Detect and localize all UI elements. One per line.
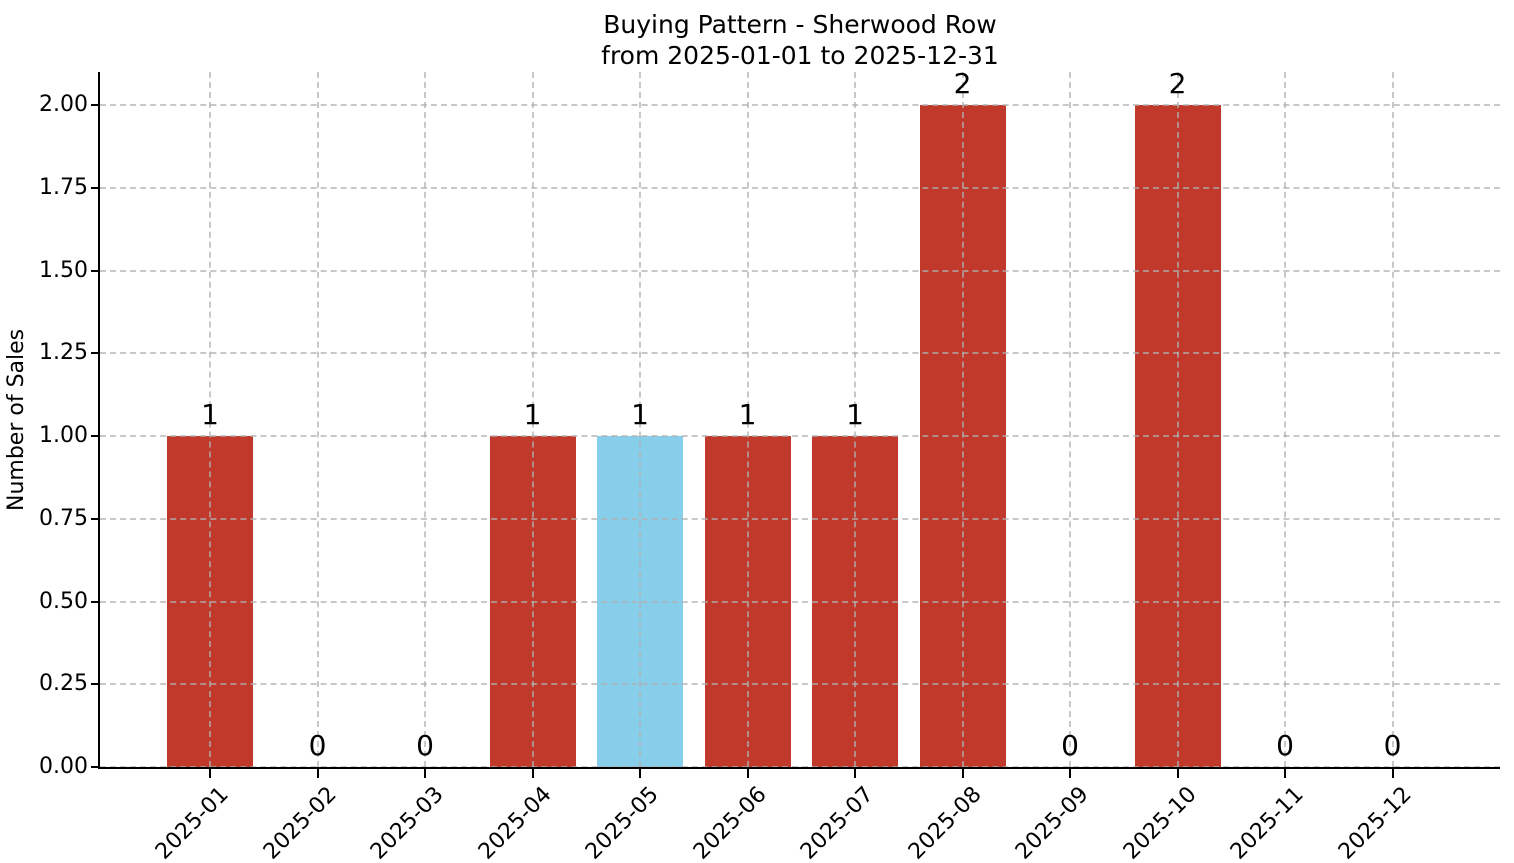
y-tick-mark [91,269,100,272]
h-gridline [100,600,1500,603]
h-gridline [100,352,1500,355]
chart-title: Buying Pattern - Sherwood Row [603,10,997,39]
x-tick-mark [1176,769,1179,778]
y-tick-label: 1.00 [39,423,88,449]
h-gridline [100,269,1500,272]
x-tick-mark [1069,769,1071,778]
x-tick-mark [854,769,856,778]
x-tick-label: 2025-01 [151,782,234,863]
h-gridline [100,517,1500,520]
bar-value-label: 0 [1276,729,1294,762]
x-tick-mark [316,769,319,778]
y-tick-mark [91,600,100,603]
x-tick-mark [639,769,641,778]
h-gridline [100,683,1500,686]
y-tick-mark [91,352,100,355]
y-tick-label: 1.75 [39,174,88,200]
y-tick-label: 0.25 [39,671,88,697]
x-tick-mark [1391,769,1394,778]
x-axis-line [98,767,1500,769]
y-tick-mark [91,435,100,438]
h-gridline [100,186,1500,189]
bar-value-label: 0 [1061,729,1079,762]
x-tick-mark [961,769,964,778]
y-tick-mark [91,186,100,189]
y-tick-mark [91,104,100,107]
bar-value-label: 1 [846,398,864,432]
y-tick-label: 1.50 [39,257,88,283]
x-tick-mark [531,769,534,778]
y-tick-label: 2.00 [39,92,88,118]
x-tick-mark [424,769,426,778]
y-tick-mark [91,683,100,686]
y-tick-label: 0.00 [39,754,88,779]
bar-value-label: 1 [738,398,757,432]
y-tick-mark [91,517,100,520]
v-gridline [961,72,964,767]
bar-value-label: 0 [308,729,327,762]
v-gridline [209,72,211,767]
v-gridline [1391,72,1394,767]
bar-value-label: 2 [953,67,972,101]
v-gridline [854,72,856,767]
x-tick-mark [746,769,749,778]
v-gridline [1069,72,1071,767]
bar-value-label: 1 [631,398,649,432]
v-gridline [1176,72,1179,767]
h-gridline [100,435,1500,438]
y-tick-mark [91,766,100,768]
v-gridline [316,72,319,767]
x-tick-mark [1284,769,1286,778]
bar-value-label: 0 [1383,729,1402,762]
h-gridline [100,104,1500,107]
chart-title-block: Buying Pattern - Sherwood Row from 2025-… [100,9,1500,71]
v-gridline [746,72,749,767]
v-gridline [531,72,534,767]
y-tick-label: 0.50 [39,588,88,614]
bar-value-label: 2 [1168,67,1187,101]
chart-subtitle: from 2025-01-01 to 2025-12-31 [601,41,999,70]
bar-value-label: 1 [201,398,219,432]
y-tick-label: 1.25 [39,340,88,366]
y-tick-label: 0.75 [39,505,88,531]
x-tick-mark [209,769,211,778]
bar-value-label: 1 [523,398,542,432]
v-gridline [424,72,426,767]
y-axis-line [98,72,100,769]
v-gridline [639,72,641,767]
v-gridline [1284,72,1286,767]
bar-value-label: 0 [416,729,434,762]
